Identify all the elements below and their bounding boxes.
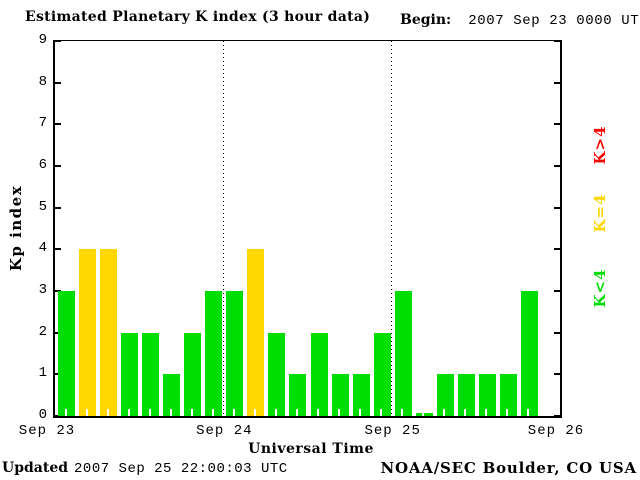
kp-bar bbox=[352, 374, 370, 416]
x-day-label: Sep 24 bbox=[196, 423, 253, 439]
bar-center-tick bbox=[443, 409, 446, 416]
kp-bar bbox=[268, 332, 286, 416]
kp-bar bbox=[373, 332, 391, 416]
y-tick-left bbox=[55, 248, 61, 251]
y-tick-right bbox=[554, 81, 560, 84]
updated-label: Updated bbox=[2, 460, 69, 476]
y-tick-label: 3 bbox=[38, 282, 47, 298]
y-tick-right bbox=[554, 415, 560, 417]
bar-center-tick bbox=[338, 409, 341, 416]
chart-title: Estimated Planetary K index (3 hour data… bbox=[25, 9, 371, 25]
bar-center-tick bbox=[127, 409, 130, 416]
y-tick-label: 1 bbox=[38, 365, 47, 382]
kp-bar bbox=[100, 249, 118, 416]
kp-bar bbox=[520, 291, 538, 416]
y-tick-right bbox=[554, 373, 560, 376]
plot-area bbox=[53, 40, 562, 418]
y-tick-right bbox=[554, 40, 560, 42]
begin-label: Begin: bbox=[400, 12, 452, 28]
y-tick-left bbox=[55, 165, 61, 167]
kp-bar bbox=[121, 332, 139, 416]
kp-bar bbox=[499, 374, 517, 416]
y-tick-left bbox=[55, 123, 61, 126]
bar-center-tick bbox=[148, 409, 151, 416]
day-gridline bbox=[222, 41, 224, 416]
bar-center-tick bbox=[295, 409, 298, 416]
kp-bar bbox=[205, 291, 223, 416]
kp-bar bbox=[163, 374, 181, 416]
kp-bar bbox=[310, 332, 328, 416]
bar-center-tick bbox=[232, 409, 235, 416]
kp-bar bbox=[457, 374, 475, 416]
y-tick-right bbox=[554, 290, 560, 292]
bar-center-tick bbox=[527, 409, 530, 416]
y-tick-label: 8 bbox=[38, 73, 47, 90]
bar-center-tick bbox=[190, 409, 193, 416]
kp-bar bbox=[58, 291, 76, 416]
bar-center-tick bbox=[169, 409, 172, 416]
y-tick-left bbox=[55, 415, 61, 417]
y-tick-label: 6 bbox=[38, 157, 47, 173]
y-tick-right bbox=[554, 206, 560, 209]
legend-item-k>4: K>4 bbox=[591, 125, 609, 165]
y-tick-right bbox=[554, 331, 560, 334]
y-tick-left bbox=[55, 206, 61, 209]
x-axis-label: Universal Time bbox=[248, 441, 374, 457]
bar-center-tick bbox=[380, 409, 383, 416]
y-tick-left bbox=[55, 40, 61, 42]
updated-line: Updated 2007 Sep 25 22:00:03 UTC bbox=[2, 459, 288, 477]
bar-center-tick bbox=[359, 409, 362, 416]
bar-center-tick bbox=[64, 409, 67, 416]
kp-bar bbox=[289, 374, 307, 416]
kp-bar bbox=[226, 291, 244, 416]
y-tick-label: 5 bbox=[38, 198, 47, 215]
updated-value: 2007 Sep 25 22:00:03 UTC bbox=[74, 461, 288, 477]
bar-center-tick bbox=[464, 409, 467, 416]
begin-value: 2007 Sep 23 0000 UTC bbox=[468, 13, 640, 29]
y-tick-label: 9 bbox=[38, 32, 47, 48]
kp-bar bbox=[415, 413, 433, 416]
bar-center-tick bbox=[422, 409, 425, 416]
y-tick-label: 2 bbox=[38, 323, 47, 340]
legend-item-k=4: K=4 bbox=[591, 193, 609, 233]
kp-bar bbox=[184, 332, 202, 416]
bar-center-tick bbox=[274, 409, 277, 416]
bar-center-tick bbox=[506, 409, 509, 416]
y-tick-label: 4 bbox=[38, 240, 47, 257]
y-tick-right bbox=[554, 165, 560, 167]
kp-bar bbox=[247, 249, 265, 416]
y-tick-right bbox=[554, 123, 560, 126]
kp-bar bbox=[331, 374, 349, 416]
bar-center-tick bbox=[485, 409, 488, 416]
x-day-label: Sep 23 bbox=[18, 423, 76, 439]
kp-bar bbox=[394, 291, 412, 416]
bar-center-tick bbox=[106, 409, 109, 416]
bar-center-tick bbox=[211, 409, 214, 416]
bar-center-tick bbox=[253, 409, 256, 416]
day-gridline bbox=[391, 41, 393, 416]
legend-item-k<4: K<4 bbox=[591, 268, 609, 308]
kp-bar bbox=[436, 374, 454, 416]
x-day-label: Sep 25 bbox=[364, 423, 421, 439]
begin-line: Begin: 2007 Sep 23 0000 UTC bbox=[400, 11, 640, 29]
y-tick-right bbox=[554, 248, 560, 251]
kp-bar bbox=[478, 374, 496, 416]
bar-center-tick bbox=[401, 409, 404, 416]
y-axis-label: Kp index bbox=[7, 184, 25, 272]
kp-bar bbox=[142, 332, 160, 416]
y-tick-label: 0 bbox=[38, 407, 47, 423]
bar-center-tick bbox=[317, 409, 320, 416]
kp-bar bbox=[79, 249, 97, 416]
bar-center-tick bbox=[85, 409, 88, 416]
x-day-label: Sep 26 bbox=[527, 423, 585, 439]
y-tick-label: 7 bbox=[38, 115, 47, 132]
y-tick-left bbox=[55, 81, 61, 84]
credit-text: NOAA/SEC Boulder, CO USA bbox=[380, 459, 637, 477]
